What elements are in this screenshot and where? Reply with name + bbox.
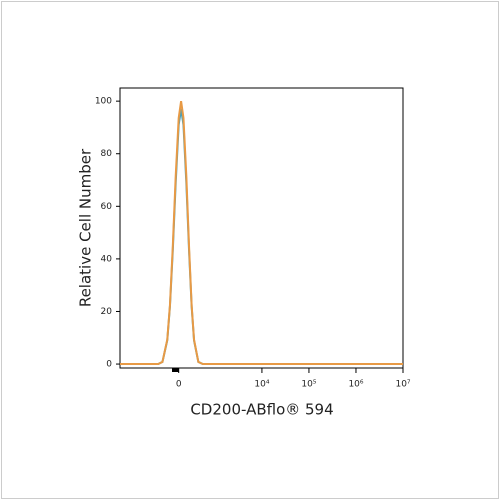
y-tick-label: 20	[101, 307, 113, 317]
x-tick-label: 10⁶	[348, 380, 363, 390]
y-tick-label: 40	[101, 254, 113, 264]
x-tick-label: 10⁴	[254, 380, 269, 390]
histogram-line	[120, 101, 403, 366]
y-tick-label: 100	[95, 97, 112, 107]
zero-marker	[172, 368, 179, 372]
x-tick-label: 10⁵	[301, 380, 316, 390]
y-axis-label: Relative Cell Number	[77, 148, 95, 307]
x-axis-label: CD200-ABflo® 594	[190, 401, 333, 419]
x-tick-label: 0	[176, 380, 182, 390]
y-tick-label: 80	[101, 149, 113, 159]
y-tick-label: 60	[101, 202, 113, 212]
y-tick-label: 0	[106, 360, 112, 370]
x-tick-label: 10⁷	[395, 380, 410, 390]
